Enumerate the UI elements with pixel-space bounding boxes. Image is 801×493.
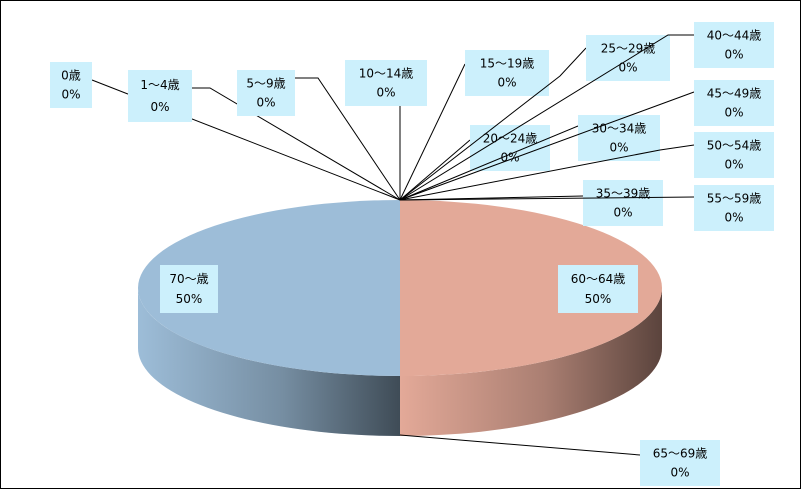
category-label: 60～64歳: [571, 272, 626, 286]
label-box: [50, 62, 92, 108]
value-label: 0%: [61, 88, 80, 102]
category-label: 35～39歳: [596, 186, 651, 200]
value-label: 0%: [609, 141, 628, 155]
leader-line: [399, 63, 466, 201]
label-box: [640, 440, 720, 486]
category-label: 20～24歳: [483, 131, 538, 145]
label-box: [160, 265, 218, 313]
value-label: 0%: [724, 106, 743, 120]
pie: [138, 200, 662, 436]
value-label: 0%: [613, 206, 632, 220]
slice-shade: [400, 288, 662, 436]
leader-line: [192, 87, 401, 201]
slice: [400, 200, 662, 376]
category-label: 0歳: [61, 68, 81, 82]
label-box: [237, 70, 295, 116]
leader-line: [399, 434, 641, 456]
slice: [138, 200, 400, 376]
labels: 0歳 0% 1～4歳 0% 5～9歳 0% 10～14歳 0% 15～19歳 0% 20～24歳 0%…: [50, 22, 774, 486]
leader-line: [399, 139, 471, 201]
label-box: [345, 60, 427, 106]
category-label: 1～4歳: [140, 78, 179, 92]
leader-line: [295, 77, 401, 201]
label-box: [465, 50, 549, 96]
value-label: 0%: [618, 61, 637, 75]
category-label: 70～歳: [169, 272, 208, 286]
category-label: 10～14歳: [359, 66, 414, 80]
category-label: 50～54歳: [707, 138, 762, 152]
slice-shade: [138, 288, 400, 436]
label-box: [694, 80, 774, 126]
label-box: [694, 185, 774, 231]
leader-line: [399, 196, 695, 201]
category-label: 65～69歳: [653, 446, 708, 460]
label-box: [578, 115, 660, 161]
value-label: 50%: [176, 292, 203, 306]
label-box: [558, 265, 638, 313]
label-box: [583, 180, 663, 226]
value-label: 50%: [585, 292, 612, 306]
leader-line: [399, 47, 587, 201]
category-label: 15～19歳: [480, 56, 535, 70]
leader-line: [399, 125, 579, 201]
leader-line: [399, 144, 695, 201]
value-label: 0%: [724, 48, 743, 62]
value-label: 0%: [376, 86, 395, 100]
value-label: 0%: [670, 466, 689, 480]
value-label: 0%: [724, 158, 743, 172]
label-box: [694, 132, 774, 178]
label-box: [694, 22, 774, 68]
leader-line: [399, 91, 695, 201]
leader-line: [399, 34, 694, 201]
label-box: [128, 70, 192, 122]
category-label: 55～59歳: [707, 191, 762, 205]
category-label: 40～44歳: [707, 28, 762, 42]
value-label: 0%: [497, 76, 516, 90]
category-label: 45～49歳: [707, 86, 762, 100]
value-label: 0%: [150, 100, 169, 114]
value-label: 0%: [724, 211, 743, 225]
value-label: 0%: [256, 96, 275, 110]
category-label: 30～34歳: [592, 121, 647, 135]
category-label: 5～9歳: [246, 76, 285, 90]
